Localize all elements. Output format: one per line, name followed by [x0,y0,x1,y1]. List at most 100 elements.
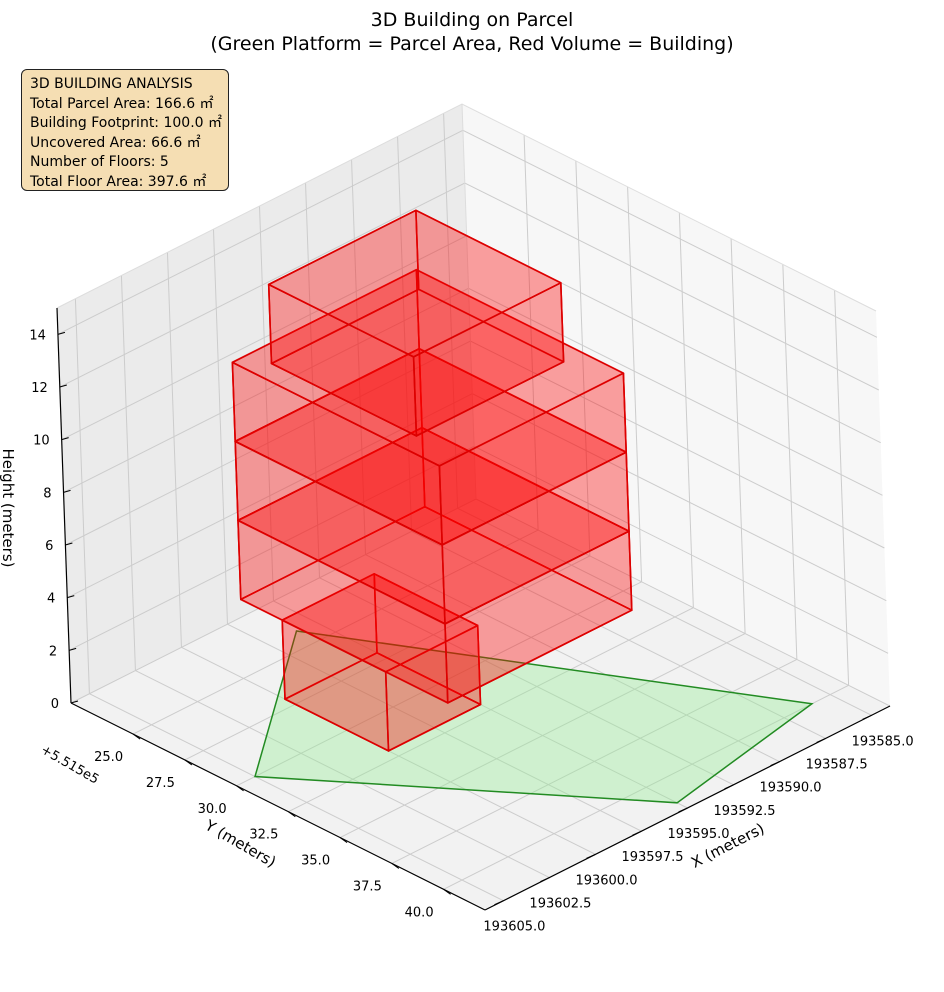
x-tick-label: 193590.0 [760,781,822,796]
z-tick [61,437,69,441]
x-tick [494,900,504,906]
x-tick-label: 193605.0 [483,920,545,935]
grid-line-x-wall [166,252,182,648]
grid-line-y-wall [678,212,694,608]
info-line-uncovered: Uncovered Area: 66.6 ㎡ [30,134,201,151]
x-tick-label: 193587.5 [806,757,868,772]
y-tick [339,837,348,843]
z-tick-label: 4 [47,592,55,607]
y-tick [236,785,244,792]
grid-line-y-floor [391,658,798,864]
y-axis-line [70,702,486,911]
z-axis-line [56,307,72,704]
x-tick-label: 193600.0 [575,873,637,888]
x-tick [862,714,872,720]
grid-line-x-wall [120,275,136,671]
x-tick-label: 193595.0 [668,827,730,842]
z-tick [57,331,66,335]
pane-corner-edge [461,103,477,500]
x-tick [724,784,734,790]
y-tick-label: 27.5 [146,776,175,791]
parcel-platform [254,630,814,804]
grid-line-y-floor [288,607,694,813]
grid-line-y-wall [730,238,746,634]
grid-line-x-wall [74,298,90,694]
x-tick-label: 193602.5 [529,897,591,912]
z-tick [65,542,73,546]
z-tick [59,384,67,388]
y-tick [288,811,296,818]
grid-line-y-wall [834,290,850,686]
grid-line-x-floor [319,577,734,786]
x-tick [586,853,596,859]
chart-subtitle: (Green Platform = Parcel Area, Red Volum… [210,33,733,55]
grid-line-x-wall [305,182,321,578]
x-back-pane [462,104,890,706]
y-offset-label: +5.515e5 [38,742,101,787]
floor-face [267,209,562,358]
x-tick-label: 193597.5 [621,850,683,865]
grid-line-x-floor [135,670,550,878]
y-tick [184,759,193,766]
z-tick-label: 8 [43,486,51,501]
y-axis-label: Y (meters) [201,816,279,871]
grid-line-x-floor [89,693,504,902]
info-line-floors: Number of Floors: 5 [30,154,169,171]
z-tick [67,595,75,599]
y-tick-label: 37.5 [353,879,382,894]
z-tick-label: 6 [45,539,53,554]
y-tick-label: 32.5 [249,828,278,843]
building-analysis-box: 3D BUILDING ANALYSIS Total Parcel Area: … [21,69,229,191]
grid-line-x-wall [212,229,228,625]
grid-line-x-floor [411,531,826,739]
x-tick [816,737,826,743]
z-tick [63,489,71,493]
z-tick [68,647,77,651]
grid-line-y-wall [782,264,798,660]
floor-2 [237,426,633,704]
y-tick-label: 35.0 [301,854,330,869]
info-heading: 3D BUILDING ANALYSIS [30,76,193,92]
info-line-footprint: Building Footprint: 100.0 ㎡ [30,115,223,132]
tick-marks: 193585.0 193587.5 193590.0 193592.5 193595.0… [29,328,913,934]
x-tick [678,807,688,813]
z-axis-label: Height (meters) [0,449,17,568]
grid-line-y-floor [132,529,539,735]
grid-line-x-wall [443,113,459,509]
z-tick [70,700,79,704]
x-tick [632,830,642,836]
y-tick-label: 40.0 [405,905,434,920]
grid-line-x-floor [457,507,872,716]
x-tick-label: 193592.5 [714,804,776,819]
grid-line-y-wall [575,160,591,556]
info-line-parcel-area: Total Parcel Area: 166.6 ㎡ [30,95,214,112]
y-tick-label: 25.0 [94,750,123,765]
floor-3 [234,347,630,625]
z-tick-label: 12 [31,381,48,396]
grid-line-x-wall [397,136,413,532]
z-tick-label: 14 [29,328,46,343]
floor-1 [281,572,482,752]
y-tick [443,888,451,895]
info-line-floor-area: Total Floor Area: 397.6 ㎡ [30,173,207,190]
grid-line-y-wall [627,186,643,582]
building-volume [231,209,633,752]
x-tick-label: 193585.0 [852,734,914,749]
floor-face [231,268,625,467]
grid-line-x-floor [365,554,780,763]
z-tick-label: 10 [33,434,50,449]
grid-line-x-wall [351,159,367,555]
y-tick-label: 30.0 [198,802,227,817]
x-tick [540,877,550,883]
grid-line-y-floor [443,684,849,890]
parcel-polygon [254,630,814,804]
z-tick-label: 2 [49,644,57,659]
z-tick-label: 0 [51,697,59,712]
grid-line-y-wall [523,135,539,531]
y-tick [391,863,400,869]
grid-line-x-wall [259,205,274,602]
chart-title: 3D Building on Parcel [371,9,574,31]
y-tick [132,733,141,740]
x-tick [770,761,780,767]
